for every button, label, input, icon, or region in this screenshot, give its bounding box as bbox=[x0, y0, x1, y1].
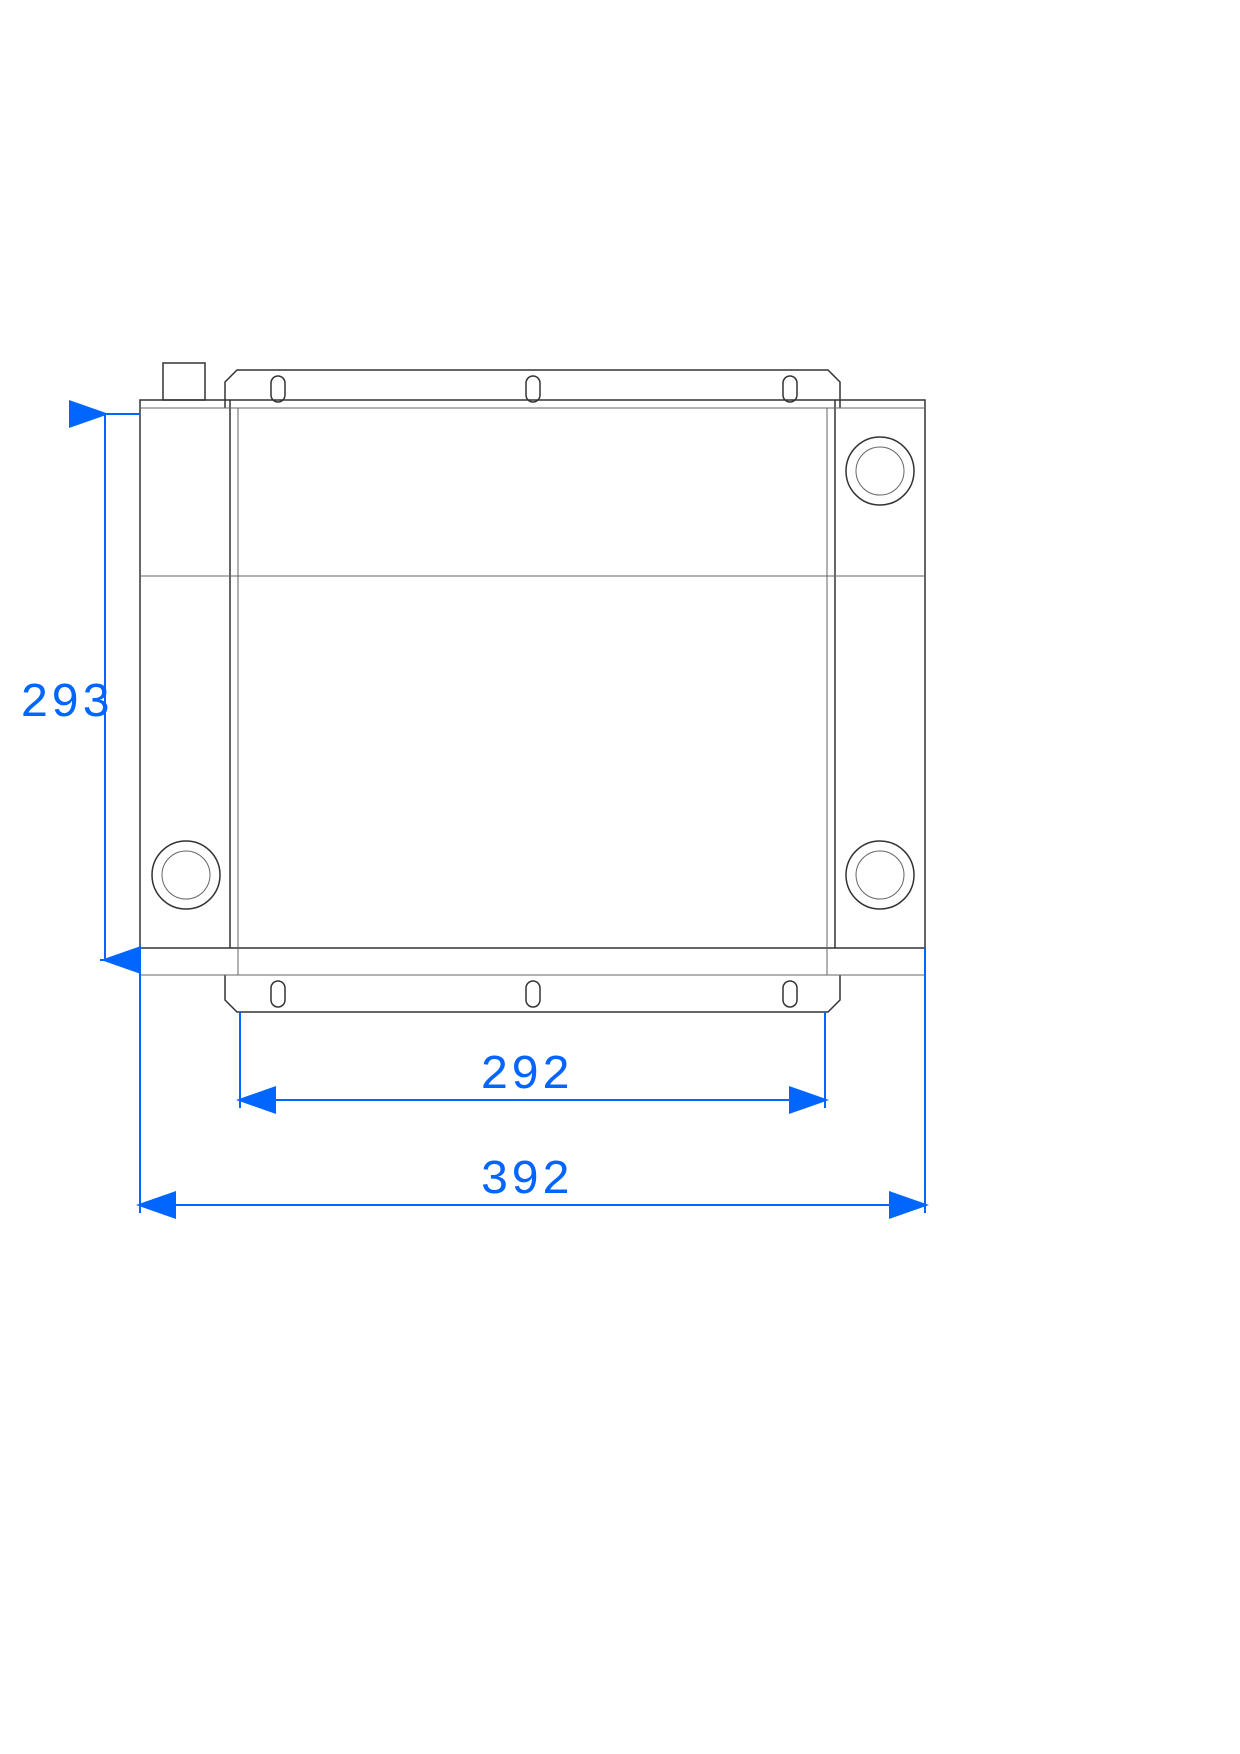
dim-width-inner-value: 292 bbox=[480, 1049, 572, 1103]
filler-cap bbox=[163, 363, 205, 400]
dim-width-inner: 292 bbox=[240, 1012, 825, 1108]
dim-height-value: 293 bbox=[20, 677, 112, 731]
dim-width-outer-value: 392 bbox=[480, 1154, 572, 1208]
part-body bbox=[140, 363, 925, 1012]
technical-drawing: 293 292 392 bbox=[0, 0, 1240, 1754]
port-bottom-right bbox=[846, 841, 914, 909]
port-top-right bbox=[846, 437, 914, 505]
outer-body bbox=[140, 400, 925, 948]
mounting-slots bbox=[271, 376, 797, 1007]
port-bottom-left bbox=[152, 841, 220, 909]
dim-height: 293 bbox=[20, 414, 140, 960]
